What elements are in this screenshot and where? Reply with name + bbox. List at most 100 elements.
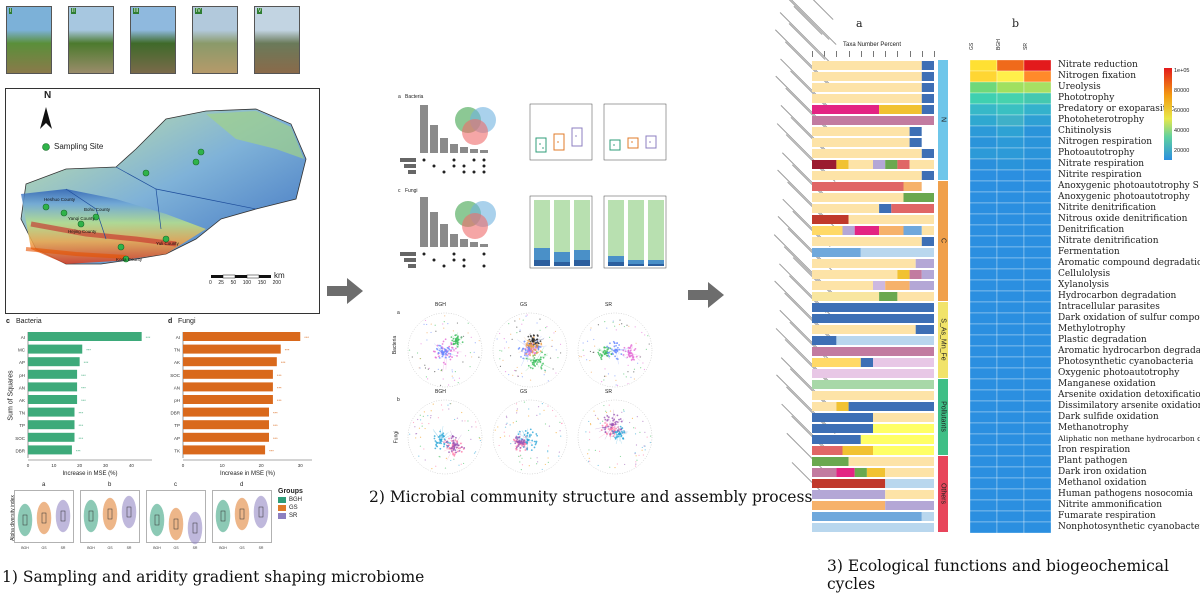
heatmap-cell bbox=[1024, 159, 1051, 170]
heatmap-cell bbox=[997, 159, 1024, 170]
heatmap-cell bbox=[1024, 313, 1051, 324]
heatmap-cell bbox=[970, 445, 997, 456]
x-axis-label: Increase in MSE (%) bbox=[62, 471, 117, 477]
x-tick-label: 30 bbox=[103, 463, 109, 468]
heatmap-cell bbox=[997, 467, 1024, 478]
group-swatch bbox=[278, 513, 286, 519]
network-column-label: BGH bbox=[435, 389, 446, 395]
heatmap-cell bbox=[1024, 225, 1051, 236]
heatmap-cell bbox=[1024, 71, 1051, 82]
function-label: Aromatic compound degradation bbox=[1058, 258, 1200, 268]
group-legend-item: GS bbox=[278, 505, 318, 511]
taxa-bar-segment bbox=[897, 160, 909, 169]
taxa-bar-segment bbox=[812, 303, 934, 312]
heatmap-cell bbox=[997, 115, 1024, 126]
heatmap-cell bbox=[997, 335, 1024, 346]
heatmap-cell bbox=[970, 280, 997, 291]
taxa-bar-segment bbox=[885, 490, 934, 499]
group-name: BGH bbox=[289, 497, 302, 503]
network-column-label: BGH bbox=[435, 302, 446, 308]
function-label: Aliphatic non methane hydrocarbon degrad… bbox=[1058, 434, 1200, 444]
heatmap-cell bbox=[1024, 379, 1051, 390]
significance-marker: *** bbox=[146, 335, 151, 340]
bacteria-importance-chart: AI***MC***AP***pH***AN***AK***TN***TP***… bbox=[10, 328, 160, 478]
heatmap-cell bbox=[1024, 258, 1051, 269]
taxa-bar-segment bbox=[922, 105, 934, 114]
function-label: Photosynthetic cyanobacteria bbox=[1058, 357, 1193, 367]
violin-shape bbox=[150, 504, 164, 536]
violin-group-label: GS bbox=[173, 546, 179, 550]
violin-group-label: BGH bbox=[87, 546, 95, 550]
function-label: Xylanolysis bbox=[1058, 280, 1109, 290]
function-label: Methanol oxidation bbox=[1058, 478, 1146, 488]
heatmap-cell bbox=[970, 71, 997, 82]
heatmap-cell bbox=[970, 159, 997, 170]
importance-bar bbox=[28, 433, 75, 442]
heatmap-cell bbox=[970, 104, 997, 115]
significance-marker: *** bbox=[79, 423, 84, 428]
heatmap-cell bbox=[997, 379, 1024, 390]
significance-marker: *** bbox=[81, 373, 86, 378]
network-row-b-label: b bbox=[397, 397, 400, 403]
violin-group-label: SR bbox=[61, 546, 66, 550]
function-label: Nitrite ammonification bbox=[1058, 500, 1162, 510]
heatmap-cell bbox=[997, 104, 1024, 115]
legend-tick-label: 40000 bbox=[1174, 128, 1189, 134]
heatmap-cell bbox=[997, 500, 1024, 511]
heatmap-cell bbox=[1024, 214, 1051, 225]
taxa-bar-segment bbox=[812, 435, 861, 444]
taxa-bar-segment bbox=[812, 479, 885, 488]
map-legend-label: Sampling Site bbox=[54, 142, 103, 151]
taxa-bar-segment bbox=[812, 413, 873, 422]
group-swatch bbox=[278, 497, 286, 503]
taxa-bar-segment bbox=[812, 380, 934, 389]
bar-tick bbox=[897, 51, 898, 57]
taxa-bar-segment bbox=[812, 61, 922, 70]
scale-tick: 200 bbox=[273, 280, 281, 286]
heatmap-cell bbox=[997, 225, 1024, 236]
taxa-bar-segment bbox=[879, 292, 897, 301]
bar-tick bbox=[910, 51, 911, 57]
taxa-bar-segment bbox=[922, 226, 934, 235]
category-label: AP bbox=[174, 436, 180, 441]
violin-shape bbox=[254, 496, 268, 528]
north-label: N bbox=[44, 90, 51, 101]
category-label: AI bbox=[176, 335, 180, 340]
heatmap-cell bbox=[970, 434, 997, 445]
function-label: Arsenite oxidation detoxification bbox=[1058, 390, 1200, 400]
function-label: Fumarate respiration bbox=[1058, 511, 1156, 521]
importance-bar bbox=[183, 382, 273, 391]
heatmap-cell bbox=[970, 214, 997, 225]
taxa-bar-segment bbox=[849, 402, 934, 411]
taxa-bar-segment bbox=[861, 435, 934, 444]
function-label: Intracellular parasites bbox=[1058, 302, 1160, 312]
bacteria-title: Bacteria bbox=[16, 318, 42, 325]
county-label: Korla County bbox=[116, 257, 142, 262]
significance-marker: *** bbox=[79, 436, 84, 441]
importance-bar bbox=[183, 420, 269, 429]
violin-group-label: GS bbox=[41, 546, 47, 550]
group-swatch bbox=[278, 505, 286, 511]
heatmap-cell bbox=[970, 137, 997, 148]
category-label: AK bbox=[19, 398, 25, 403]
heatmap-cell bbox=[970, 390, 997, 401]
taxa-bar-segment bbox=[849, 160, 873, 169]
function-label: Methanotrophy bbox=[1058, 423, 1129, 433]
heatmap-cell bbox=[997, 60, 1024, 71]
taxa-bar-segment bbox=[812, 248, 861, 257]
bar-tick bbox=[849, 51, 850, 57]
significance-marker: *** bbox=[81, 385, 86, 390]
heatmap-cell bbox=[1024, 126, 1051, 137]
group-legend-item: BGH bbox=[278, 497, 318, 503]
taxa-bar-segment bbox=[812, 490, 885, 499]
heatmap-cell bbox=[970, 401, 997, 412]
importance-bar bbox=[28, 445, 72, 454]
alpha-boxplots bbox=[518, 98, 678, 168]
heatmap-cell bbox=[970, 335, 997, 346]
group-strip-label: S_As_Mn_Fe bbox=[940, 318, 947, 360]
taxa-bar-segment bbox=[812, 237, 922, 246]
site-photo: III bbox=[130, 6, 176, 74]
x-tick-label: 30 bbox=[298, 463, 304, 468]
heatmap-cell bbox=[997, 401, 1024, 412]
taxa-bar-segment bbox=[910, 281, 934, 290]
